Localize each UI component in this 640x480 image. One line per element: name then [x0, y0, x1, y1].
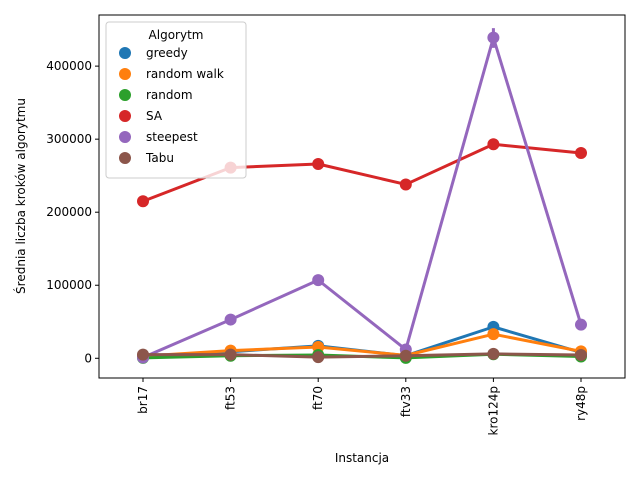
y-tick-label: 400000: [46, 59, 92, 73]
y-axis-title: Średnia liczba kroków algorytmu: [13, 98, 28, 294]
legend-label: random walk: [146, 67, 224, 81]
data-point: [137, 348, 149, 361]
y-tick-label: 100000: [46, 278, 92, 292]
legend-label: greedy: [146, 46, 188, 60]
legend-label: random: [146, 88, 193, 102]
data-point: [399, 349, 412, 362]
series-line: [142, 332, 582, 358]
y-tick-label: 300000: [46, 132, 92, 146]
x-tick-label: ry48p: [574, 386, 588, 421]
plot-frame: [98, 14, 626, 379]
legend-marker: [119, 152, 131, 164]
x-tick-label: br17: [136, 386, 150, 414]
data-point: [224, 348, 237, 361]
data-point: [224, 313, 237, 326]
legend-title: Algorytm: [149, 28, 204, 42]
legend-label: steepest: [146, 130, 198, 144]
data-point: [575, 147, 587, 160]
data-point: [487, 347, 500, 360]
series-line: [142, 36, 583, 359]
data-point: [487, 328, 500, 341]
x-tick-label: ft53: [224, 386, 238, 410]
legend-frame: [105, 21, 247, 179]
legend-label: SA: [146, 109, 163, 123]
x-tick-label: kro124p: [486, 386, 500, 435]
data-point: [312, 274, 325, 287]
legend: Algorytm greedy random walk random SA steepe…: [105, 21, 247, 179]
legend-marker: [119, 68, 131, 80]
legend-marker: [119, 89, 131, 101]
x-axis-ticks: br17 ft53 ft70 ftv33 kro124p ry48p: [136, 378, 588, 435]
legend-marker: [119, 110, 131, 122]
series-layer: [137, 28, 587, 364]
legend-entries: greedy random walk random SA steepest Tabu: [119, 46, 224, 165]
data-point: [399, 178, 412, 191]
x-tick-label: ft70: [311, 386, 325, 410]
legend-label: Tabu: [145, 151, 174, 165]
data-point: [312, 351, 325, 364]
data-point: [137, 195, 149, 208]
series-tabu: [137, 347, 587, 364]
legend-marker: [119, 47, 131, 59]
y-tick-label: 0: [84, 351, 92, 365]
y-tick-label: 200000: [46, 205, 92, 219]
data-point: [487, 138, 500, 151]
x-tick-label: ftv33: [399, 386, 413, 417]
data-point: [575, 348, 587, 361]
series-line: [143, 352, 582, 359]
legend-marker: [119, 131, 131, 143]
data-point: [312, 157, 325, 170]
y-axis-ticks: 0 100000 200000 300000 400000: [46, 59, 99, 365]
x-axis-title: Instancja: [335, 451, 389, 465]
data-point: [575, 318, 587, 331]
